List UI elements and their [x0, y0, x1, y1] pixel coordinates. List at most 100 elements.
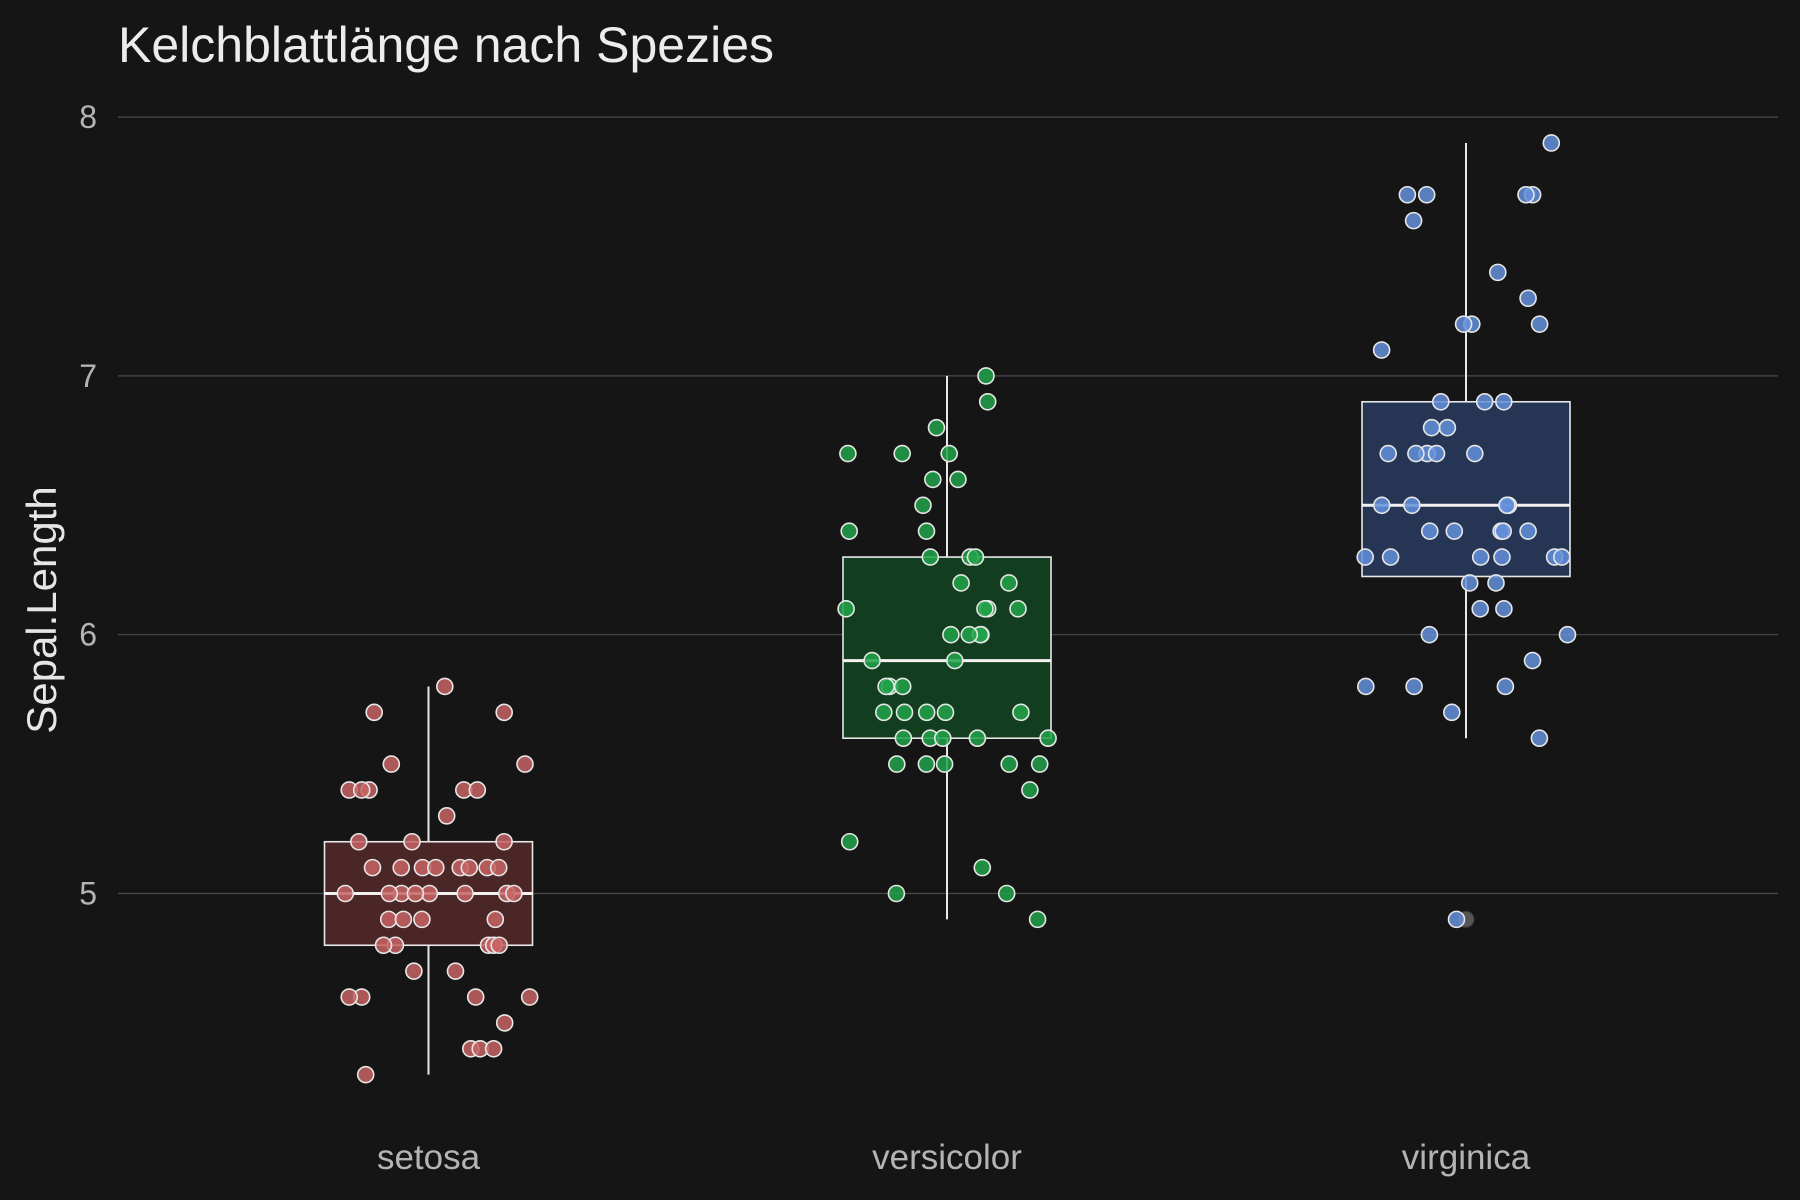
y-tick-label: 6 [79, 617, 97, 653]
data-point [917, 755, 936, 773]
x-tick-label: versicolor [872, 1138, 1022, 1177]
data-point [921, 548, 940, 566]
data-point [1039, 729, 1057, 748]
data-point [877, 677, 895, 696]
data-point [1000, 755, 1019, 773]
y-tick-label: 7 [79, 358, 97, 394]
data-point [349, 832, 368, 851]
data-point [1443, 703, 1461, 722]
data-point [516, 755, 534, 773]
data-point [966, 548, 985, 566]
data-point [1398, 185, 1417, 204]
data-point [917, 522, 936, 540]
data-point [997, 884, 1016, 903]
data-point [1460, 574, 1479, 592]
data-point [1021, 781, 1039, 799]
data-point [1379, 444, 1397, 463]
data-point [382, 755, 401, 773]
data-point [1487, 574, 1505, 592]
data-point [1519, 289, 1537, 308]
data-point [435, 677, 454, 696]
data-point [1422, 418, 1441, 437]
data-point [927, 418, 946, 437]
data-point [468, 781, 487, 799]
data-point [1432, 392, 1450, 411]
points-virginica [1356, 134, 1577, 929]
data-point [363, 858, 382, 877]
data-point [1530, 315, 1549, 333]
data-point [893, 444, 912, 463]
data-point [1438, 418, 1457, 437]
data-points [336, 134, 1577, 1084]
data-point [1421, 522, 1439, 540]
data-point [437, 807, 456, 825]
x-tick-label: virginica [1402, 1138, 1531, 1177]
points-setosa [336, 677, 539, 1084]
data-point [894, 729, 913, 748]
data-point [1519, 522, 1537, 540]
data-point [976, 600, 994, 618]
data-point [1496, 677, 1515, 696]
data-point [887, 755, 906, 773]
data-point [495, 703, 514, 722]
y-axis-label: Sepal.Length [18, 486, 65, 734]
data-point [1030, 755, 1049, 773]
data-point [405, 962, 423, 980]
data-point [379, 910, 398, 929]
data-point [839, 444, 857, 463]
data-point [1356, 548, 1374, 566]
data-point [486, 910, 505, 929]
data-point [1427, 444, 1446, 463]
y-axis-ticks: 5 6 7 8 [79, 99, 97, 911]
data-point [1012, 703, 1030, 722]
data-point [1028, 910, 1047, 929]
data-point [936, 703, 955, 722]
data-point [893, 677, 912, 696]
data-point [1494, 522, 1512, 540]
data-point [1372, 341, 1391, 359]
data-point [1523, 651, 1542, 670]
data-point [1495, 392, 1513, 411]
data-point [1498, 496, 1516, 515]
data-point [495, 832, 513, 851]
data-point [1373, 496, 1391, 515]
x-tick-label: setosa [377, 1138, 481, 1177]
data-point [1404, 211, 1423, 230]
data-point [837, 600, 855, 618]
x-axis-ticks: setosa versicolor virginica [377, 1138, 1531, 1177]
points-versicolor [837, 367, 1057, 929]
data-point [1495, 600, 1513, 618]
data-point [1517, 185, 1535, 204]
data-point [1420, 625, 1439, 644]
data-point [406, 884, 425, 903]
data-point [935, 755, 954, 773]
data-point [977, 367, 995, 385]
data-point [840, 832, 859, 851]
data-point [960, 625, 979, 644]
data-point [365, 703, 384, 722]
data-point [456, 884, 474, 903]
data-point [1542, 134, 1561, 152]
data-point [945, 651, 964, 670]
box-setosa [323, 686, 534, 1075]
data-point [336, 884, 355, 903]
data-point [356, 1065, 375, 1084]
data-point [413, 910, 431, 929]
data-point [1553, 548, 1571, 566]
data-point [1454, 315, 1473, 333]
data-point [840, 522, 859, 540]
data-point [495, 1014, 514, 1032]
data-point [923, 470, 942, 489]
data-point [505, 884, 523, 903]
data-point [968, 729, 987, 748]
data-point [520, 988, 539, 1006]
data-point [1558, 625, 1577, 644]
data-point [1009, 600, 1027, 618]
data-point [949, 470, 967, 489]
data-point [374, 936, 393, 955]
data-point [490, 936, 509, 955]
data-point [874, 703, 893, 722]
y-tick-label: 5 [79, 876, 97, 912]
data-point [1447, 910, 1466, 929]
data-point [1489, 263, 1507, 282]
